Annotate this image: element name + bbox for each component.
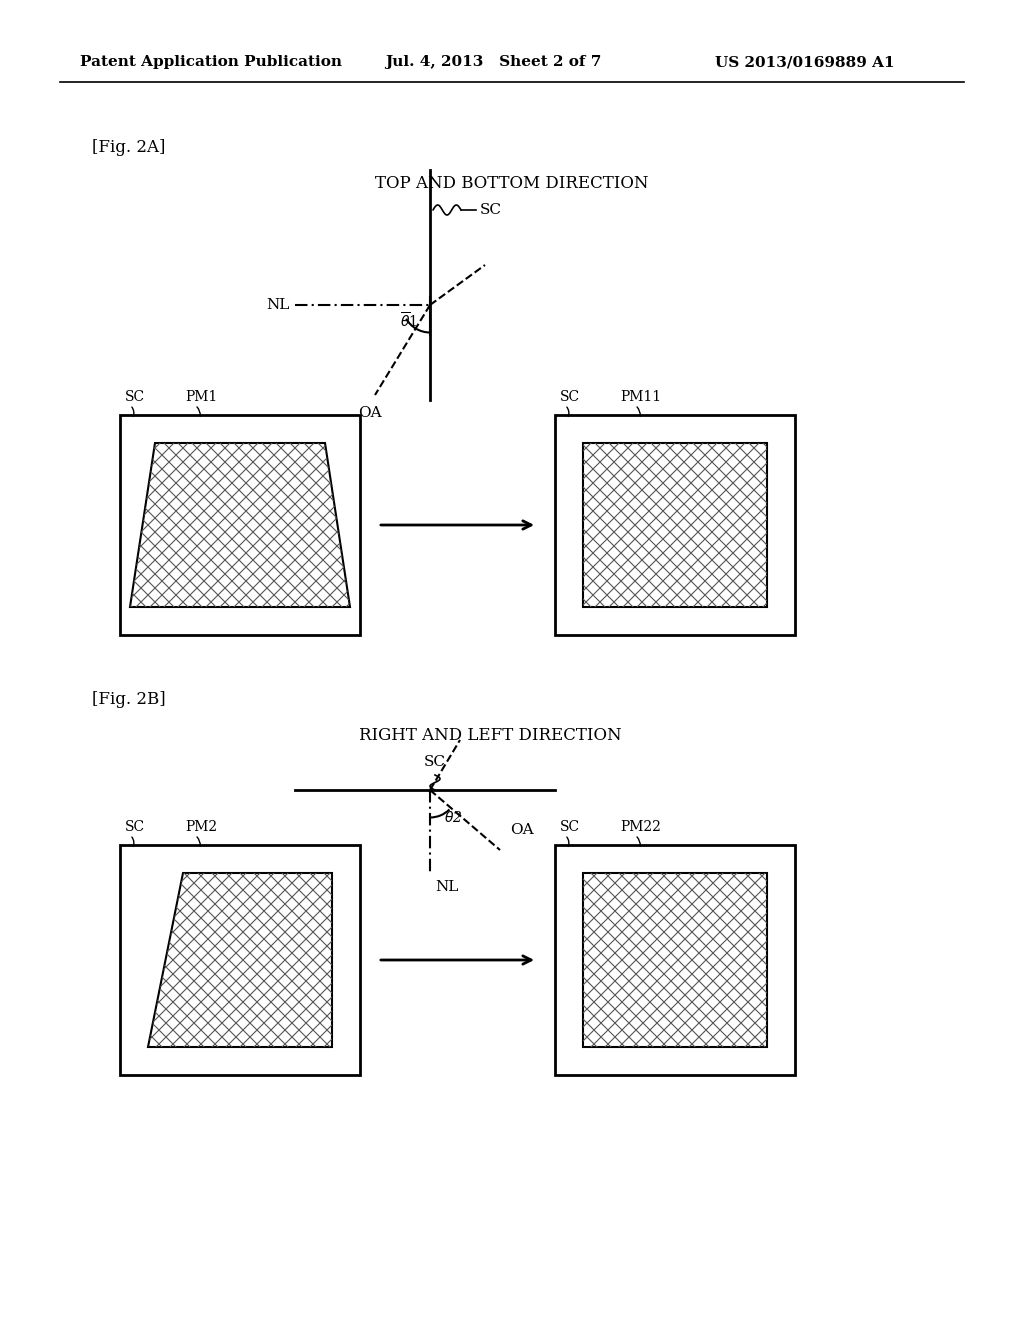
Polygon shape xyxy=(583,873,767,1047)
Bar xyxy=(555,845,795,1074)
Text: SC: SC xyxy=(560,820,581,834)
Text: Patent Application Publication: Patent Application Publication xyxy=(80,55,342,69)
Text: SC: SC xyxy=(125,389,145,404)
Text: [Fig. 2B]: [Fig. 2B] xyxy=(92,692,166,709)
Bar xyxy=(120,845,360,1074)
Text: Jul. 4, 2013   Sheet 2 of 7: Jul. 4, 2013 Sheet 2 of 7 xyxy=(385,55,601,69)
Bar xyxy=(120,414,360,635)
Text: RIGHT AND LEFT DIRECTION: RIGHT AND LEFT DIRECTION xyxy=(358,727,622,744)
Text: [Fig. 2A]: [Fig. 2A] xyxy=(92,140,165,157)
Text: SC: SC xyxy=(125,820,145,834)
Text: US 2013/0169889 A1: US 2013/0169889 A1 xyxy=(715,55,895,69)
Text: $\theta$2: $\theta$2 xyxy=(444,810,463,825)
Text: NL: NL xyxy=(435,880,459,894)
Text: OA: OA xyxy=(510,822,534,837)
Text: PM2: PM2 xyxy=(185,820,217,834)
Text: PM1: PM1 xyxy=(185,389,217,404)
Polygon shape xyxy=(130,444,350,607)
Bar xyxy=(555,414,795,635)
Text: NL: NL xyxy=(266,298,290,312)
Text: $\overline{\theta}$1: $\overline{\theta}$1 xyxy=(400,312,418,330)
Text: TOP AND BOTTOM DIRECTION: TOP AND BOTTOM DIRECTION xyxy=(375,174,649,191)
Text: SC: SC xyxy=(560,389,581,404)
Text: PM11: PM11 xyxy=(620,389,662,404)
Polygon shape xyxy=(148,873,332,1047)
Text: SC: SC xyxy=(480,203,502,216)
Polygon shape xyxy=(583,444,767,607)
Text: SC: SC xyxy=(424,755,446,770)
Text: OA: OA xyxy=(358,407,382,420)
Text: PM22: PM22 xyxy=(620,820,660,834)
